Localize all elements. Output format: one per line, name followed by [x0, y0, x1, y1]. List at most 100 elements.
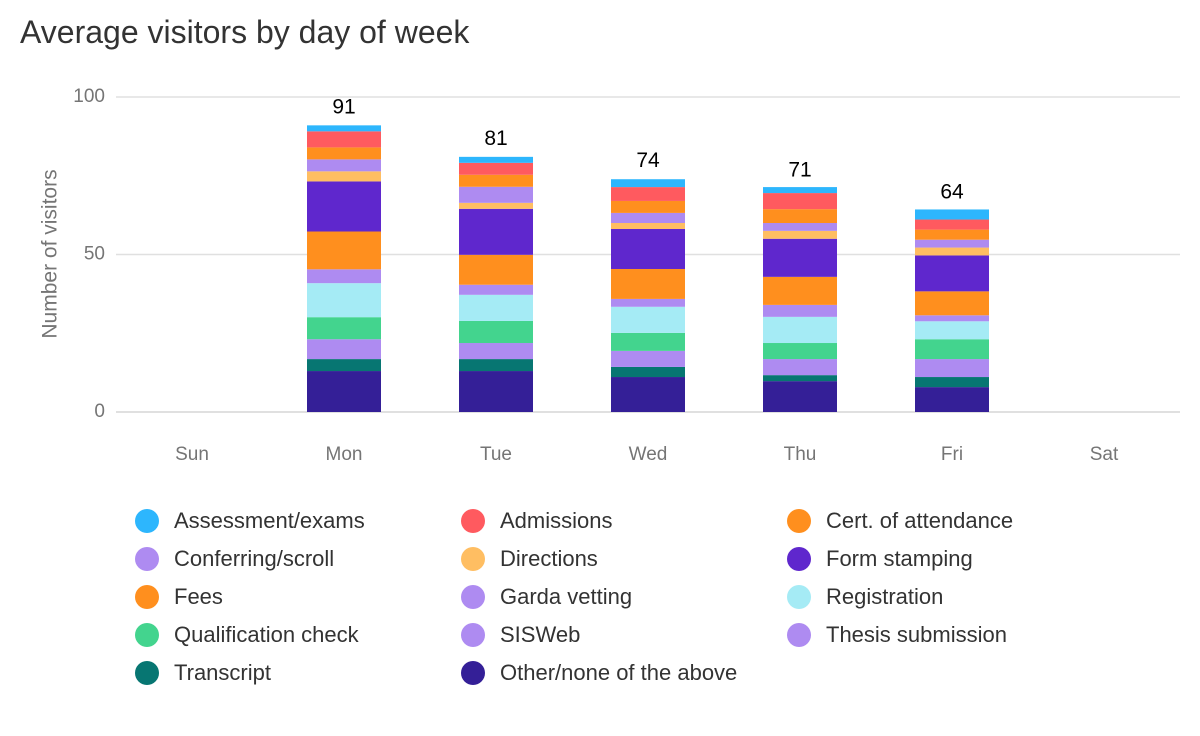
bar-segment-form-stamping-wed[interactable]: [611, 228, 685, 269]
bar-segment-other-none-of-the-above-fri[interactable]: [915, 387, 989, 412]
legend-item-sisweb[interactable]: SISWeb: [461, 622, 787, 648]
bar-segment-form-stamping-fri[interactable]: [915, 255, 989, 292]
bar-segment-form-stamping-thu[interactable]: [763, 238, 837, 277]
bar-segment-garda-vetting-mon[interactable]: [307, 269, 381, 284]
bar-segment-registration-tue[interactable]: [459, 294, 533, 321]
bar-segment-thesis-submission-thu[interactable]: [763, 359, 837, 376]
legend-swatch-icon: [787, 585, 811, 609]
bar-segment-transcript-fri[interactable]: [915, 377, 989, 388]
legend-item-garda-vetting[interactable]: Garda vetting: [461, 584, 787, 610]
x-tick-label-sun: Sun: [175, 444, 209, 465]
bar-segment-assessment-exams-wed[interactable]: [611, 179, 685, 188]
bar-segment-qualification-check-tue[interactable]: [459, 320, 533, 344]
y-axis-ticks: 0 50 100: [73, 86, 105, 422]
total-label-wed: 74: [636, 149, 660, 172]
legend-item-qualification-check[interactable]: Qualification check: [135, 622, 461, 648]
bar-segment-fees-wed[interactable]: [611, 268, 685, 299]
legend-item-admissions[interactable]: Admissions: [461, 508, 787, 534]
bar-segment-garda-vetting-fri[interactable]: [915, 315, 989, 322]
bar-segment-transcript-wed[interactable]: [611, 366, 685, 378]
bar-segment-conferring-scroll-mon[interactable]: [307, 159, 381, 172]
bar-segment-thesis-submission-tue[interactable]: [459, 343, 533, 360]
bar-segment-conferring-scroll-wed[interactable]: [611, 212, 685, 223]
bar-segment-form-stamping-mon[interactable]: [307, 181, 381, 232]
bar-segment-fees-tue[interactable]: [459, 254, 533, 285]
bar-segment-admissions-tue[interactable]: [459, 162, 533, 175]
bar-segment-registration-fri[interactable]: [915, 321, 989, 340]
bar-segment-transcript-mon[interactable]: [307, 359, 381, 372]
bar-segment-cert-of-attendance-fri[interactable]: [915, 229, 989, 240]
bar-segment-conferring-scroll-fri[interactable]: [915, 239, 989, 248]
bar-segment-admissions-mon[interactable]: [307, 131, 381, 148]
bar-stack-thu: [763, 187, 837, 412]
legend-item-thesis-submission[interactable]: Thesis submission: [787, 622, 1113, 648]
legend-item-assessment-exams[interactable]: Assessment/exams: [135, 508, 461, 534]
bar-segment-cert-of-attendance-thu[interactable]: [763, 209, 837, 223]
legend-label: Garda vetting: [500, 584, 633, 609]
legend-item-transcript[interactable]: Transcript: [135, 660, 461, 686]
bar-segment-cert-of-attendance-mon[interactable]: [307, 147, 381, 160]
bar-segment-directions-wed[interactable]: [611, 223, 685, 229]
bar-segment-directions-thu[interactable]: [763, 230, 837, 239]
bar-segment-qualification-check-mon[interactable]: [307, 317, 381, 340]
bar-segment-thesis-submission-fri[interactable]: [915, 359, 989, 378]
legend-item-registration[interactable]: Registration: [787, 584, 1113, 610]
legend-label: Admissions: [500, 508, 613, 533]
bars: [307, 125, 989, 412]
bar-segment-assessment-exams-thu[interactable]: [763, 187, 837, 194]
bar-segment-admissions-wed[interactable]: [611, 187, 685, 201]
bar-segment-directions-tue[interactable]: [459, 202, 533, 209]
legend-item-cert-of-attendance[interactable]: Cert. of attendance: [787, 508, 1113, 534]
bar-segment-qualification-check-fri[interactable]: [915, 339, 989, 360]
bar-segment-transcript-thu[interactable]: [763, 375, 837, 382]
bar-segment-conferring-scroll-thu[interactable]: [763, 223, 837, 231]
bar-segment-form-stamping-tue[interactable]: [459, 208, 533, 255]
y-axis-title: Number of visitors: [39, 169, 62, 338]
legend-item-directions[interactable]: Directions: [461, 546, 787, 572]
bar-segment-registration-thu[interactable]: [763, 316, 837, 344]
bar-segment-registration-wed[interactable]: [611, 306, 685, 333]
bar-segment-thesis-submission-mon[interactable]: [307, 339, 381, 360]
legend-swatch-icon: [135, 509, 159, 533]
legend-item-conferring-scroll[interactable]: Conferring/scroll: [135, 546, 461, 572]
bar-segment-garda-vetting-thu[interactable]: [763, 304, 837, 317]
bar-segment-conferring-scroll-tue[interactable]: [459, 186, 533, 203]
bar-segment-assessment-exams-fri[interactable]: [915, 209, 989, 220]
legend-item-fees[interactable]: Fees: [135, 584, 461, 610]
legend-swatch-icon: [787, 623, 811, 647]
bar-segment-cert-of-attendance-tue[interactable]: [459, 174, 533, 187]
total-label-tue: 81: [484, 127, 507, 150]
bar-segment-garda-vetting-tue[interactable]: [459, 284, 533, 295]
legend-swatch-icon: [135, 547, 159, 571]
bar-segment-garda-vetting-wed[interactable]: [611, 298, 685, 307]
legend-item-other-none-of-the-above[interactable]: Other/none of the above: [461, 660, 787, 686]
bar-segment-directions-mon[interactable]: [307, 171, 381, 182]
legend-label: SISWeb: [500, 622, 581, 647]
bar-segment-registration-mon[interactable]: [307, 283, 381, 318]
bar-segment-other-none-of-the-above-mon[interactable]: [307, 371, 381, 412]
bar-stack-fri: [915, 209, 989, 412]
legend-label: Directions: [500, 546, 598, 571]
bar-segment-directions-fri[interactable]: [915, 247, 989, 256]
bar-segment-cert-of-attendance-wed[interactable]: [611, 200, 685, 213]
legend-item-form-stamping[interactable]: Form stamping: [787, 546, 1113, 572]
bar-segment-other-none-of-the-above-wed[interactable]: [611, 377, 685, 412]
bar-segment-transcript-tue[interactable]: [459, 359, 533, 372]
legend-label: Qualification check: [174, 622, 359, 647]
bar-segment-fees-mon[interactable]: [307, 231, 381, 270]
bar-segment-qualification-check-wed[interactable]: [611, 332, 685, 351]
x-tick-label-thu: Thu: [784, 444, 817, 465]
bar-segment-other-none-of-the-above-tue[interactable]: [459, 371, 533, 412]
bar-segment-admissions-fri[interactable]: [915, 219, 989, 230]
bar-segment-assessment-exams-mon[interactable]: [307, 125, 381, 132]
legend-swatch-icon: [135, 585, 159, 609]
bar-segment-fees-fri[interactable]: [915, 291, 989, 316]
bar-segment-admissions-thu[interactable]: [763, 193, 837, 210]
x-tick-label-tue: Tue: [480, 444, 512, 465]
bar-segment-qualification-check-thu[interactable]: [763, 343, 837, 360]
bar-segment-other-none-of-the-above-thu[interactable]: [763, 381, 837, 412]
bar-segment-thesis-submission-wed[interactable]: [611, 350, 685, 367]
bar-segment-fees-thu[interactable]: [763, 276, 837, 305]
bar-segment-assessment-exams-tue[interactable]: [459, 156, 533, 163]
